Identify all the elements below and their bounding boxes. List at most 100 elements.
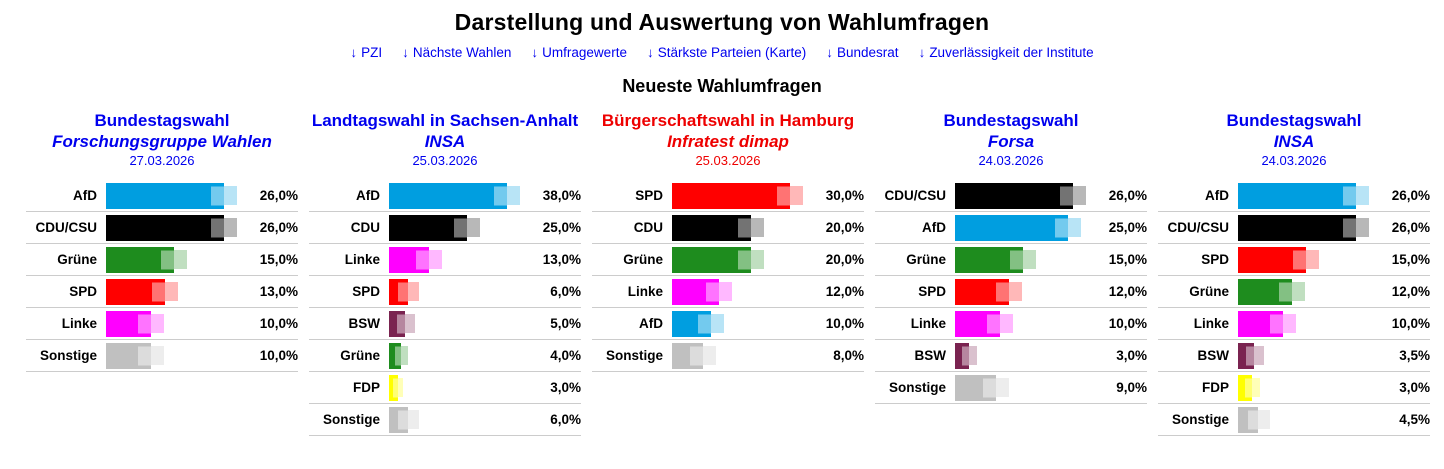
- poll-bar-range-inner: [1343, 218, 1356, 238]
- poll-bar: [1238, 246, 1306, 273]
- chart-institute[interactable]: Forsa: [987, 131, 1035, 151]
- party-label: AfD: [922, 220, 946, 236]
- poll-bar-range-inner: [1293, 250, 1306, 270]
- poll-bar: [389, 310, 405, 337]
- poll-row: AfD 26,0%: [26, 180, 298, 213]
- poll-value: 26,0%: [1391, 188, 1430, 204]
- anchor-link-zuverl-ssigkeit-der-institute[interactable]: ↓ Zuverlässigkeit der Institute: [919, 45, 1094, 60]
- poll-row: AfD 25,0%: [875, 212, 1147, 245]
- poll-row: SPD 30,0%: [592, 180, 864, 213]
- poll-row: SPD 6,0%: [309, 276, 581, 309]
- poll-bar-range-inner: [698, 314, 711, 334]
- poll-bar: [106, 214, 224, 241]
- anchor-link-n-chste-wahlen[interactable]: ↓ Nächste Wahlen: [402, 45, 511, 60]
- poll-row: FDP 3,0%: [309, 372, 581, 405]
- poll-value: 3,5%: [1399, 348, 1430, 364]
- anchor-link-bundesrat[interactable]: ↓ Bundesrat: [826, 45, 898, 60]
- poll-bar-range-outer: [507, 186, 520, 206]
- poll-bar: [389, 342, 401, 369]
- poll-row: Grüne 20,0%: [592, 244, 864, 277]
- poll-row: CDU/CSU 26,0%: [1158, 212, 1430, 245]
- poll-bar-range-inner: [777, 186, 790, 206]
- anchor-link-pzi[interactable]: ↓ PZI: [350, 45, 382, 60]
- poll-bar: [389, 278, 408, 305]
- poll-row: Sonstige 4,5%: [1158, 404, 1430, 437]
- poll-row: SPD 12,0%: [875, 276, 1147, 309]
- poll-bar-range-outer: [224, 218, 237, 238]
- poll-row: Linke 13,0%: [309, 244, 581, 277]
- poll-bar-range-inner: [454, 218, 467, 238]
- poll-chart-5: Bundestagswahl INSA 24.03.2026 AfD 26,0% CDU/…: [1158, 111, 1430, 437]
- poll-value: 25,0%: [1108, 220, 1147, 236]
- bar-cell: [955, 276, 1093, 307]
- chart-institute[interactable]: Infratest dimap: [667, 131, 789, 151]
- chart-title[interactable]: Bundestagswahl: [1226, 111, 1362, 130]
- poll-bar: [955, 374, 996, 401]
- poll-bar: [1238, 310, 1283, 337]
- chart-header: Landtagswahl in Sachsen-Anhalt INSA 25.03.…: [309, 111, 581, 169]
- poll-bar-range-outer: [1356, 186, 1369, 206]
- bar-cell: [672, 308, 810, 339]
- poll-bar: [389, 246, 429, 273]
- poll-bar: [106, 182, 224, 209]
- anchor-link-umfragewerte[interactable]: ↓ Umfragewerte: [531, 45, 627, 60]
- poll-bar-range-inner: [738, 250, 751, 270]
- poll-value: 26,0%: [1108, 188, 1147, 204]
- chart-institute[interactable]: INSA: [1273, 131, 1315, 151]
- poll-value: 10,0%: [259, 348, 298, 364]
- poll-bar-range-outer: [429, 250, 442, 270]
- chart-institute[interactable]: Forschungsgruppe Wahlen: [52, 131, 272, 151]
- poll-bar-range-outer: [1073, 186, 1086, 206]
- poll-bar-range-inner: [738, 218, 751, 238]
- party-label: AfD: [1205, 188, 1229, 204]
- poll-bar: [672, 182, 790, 209]
- anchor-link-label: Zuverlässigkeit der Institute: [929, 45, 1094, 60]
- poll-value: 10,0%: [259, 316, 298, 332]
- poll-row: BSW 3,5%: [1158, 340, 1430, 373]
- party-label: SPD: [1201, 252, 1229, 268]
- chart-title[interactable]: Bundestagswahl: [94, 111, 230, 130]
- poll-bar-range-outer: [1068, 218, 1081, 238]
- bar-cell: [1238, 276, 1376, 307]
- poll-row: FDP 3,0%: [1158, 372, 1430, 405]
- poll-row: CDU/CSU 26,0%: [26, 212, 298, 245]
- party-label: Sonstige: [39, 348, 97, 364]
- chart-header: Bundestagswahl Forsa 24.03.2026: [875, 111, 1147, 169]
- poll-bar-range-outer: [1283, 314, 1296, 334]
- chart-date: 25.03.2026: [695, 153, 761, 169]
- poll-value: 9,0%: [1116, 380, 1147, 396]
- down-arrow-icon: ↓: [918, 45, 926, 60]
- party-label: FDP: [353, 380, 380, 396]
- party-label: CDU/CSU: [884, 188, 946, 204]
- party-label: SPD: [352, 284, 380, 300]
- chart-institute[interactable]: INSA: [424, 131, 466, 151]
- anchor-link-st-rkste-parteien-karte-[interactable]: ↓ Stärkste Parteien (Karte): [647, 45, 806, 60]
- poll-chart-4: Bundestagswahl Forsa 24.03.2026 CDU/CSU 26,0…: [875, 111, 1147, 405]
- poll-value: 30,0%: [825, 188, 864, 204]
- party-label: SPD: [69, 284, 97, 300]
- bar-cell: [389, 404, 527, 435]
- poll-bar-range-outer: [467, 218, 480, 238]
- poll-bar-range-outer: [405, 314, 415, 334]
- poll-bar-range-outer: [703, 346, 716, 366]
- poll-bar: [1238, 374, 1252, 401]
- party-label: Sonstige: [605, 348, 663, 364]
- chart-title[interactable]: Bundestagswahl: [943, 111, 1079, 130]
- party-label: Grüne: [623, 252, 663, 268]
- poll-value: 15,0%: [1391, 252, 1430, 268]
- poll-value: 6,0%: [550, 284, 581, 300]
- party-label: Linke: [910, 316, 946, 332]
- chart-title[interactable]: Bürgerschaftswahl in Hamburg: [601, 111, 855, 130]
- poll-bar-range-outer: [1009, 282, 1022, 302]
- poll-bar-range-inner: [1343, 186, 1356, 206]
- bar-cell: [389, 276, 527, 307]
- party-label: BSW: [1197, 348, 1230, 364]
- poll-bar-range-outer: [1254, 346, 1264, 366]
- chart-header: Bundestagswahl Forschungsgruppe Wahlen 27.…: [26, 111, 298, 169]
- bar-cell: [389, 180, 527, 211]
- chart-title[interactable]: Landtagswahl in Sachsen-Anhalt: [311, 111, 579, 130]
- poll-bar-range-outer: [224, 186, 237, 206]
- bar-cell: [389, 340, 527, 371]
- poll-table: AfD 26,0% CDU/CSU 26,0% Grüne 15,0% SPD 13,0% Li…: [26, 180, 298, 373]
- poll-bar: [955, 310, 1000, 337]
